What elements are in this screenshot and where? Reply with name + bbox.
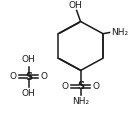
Text: O: O (62, 82, 69, 91)
Text: OH: OH (22, 89, 36, 98)
Text: S: S (25, 72, 32, 82)
Text: NH₂: NH₂ (72, 97, 89, 106)
Text: O: O (92, 82, 99, 91)
Text: O: O (10, 72, 17, 81)
Text: O: O (40, 72, 47, 81)
Text: OH: OH (69, 1, 82, 10)
Text: S: S (77, 81, 84, 91)
Text: OH: OH (22, 55, 36, 64)
Text: NH₂: NH₂ (111, 28, 128, 37)
